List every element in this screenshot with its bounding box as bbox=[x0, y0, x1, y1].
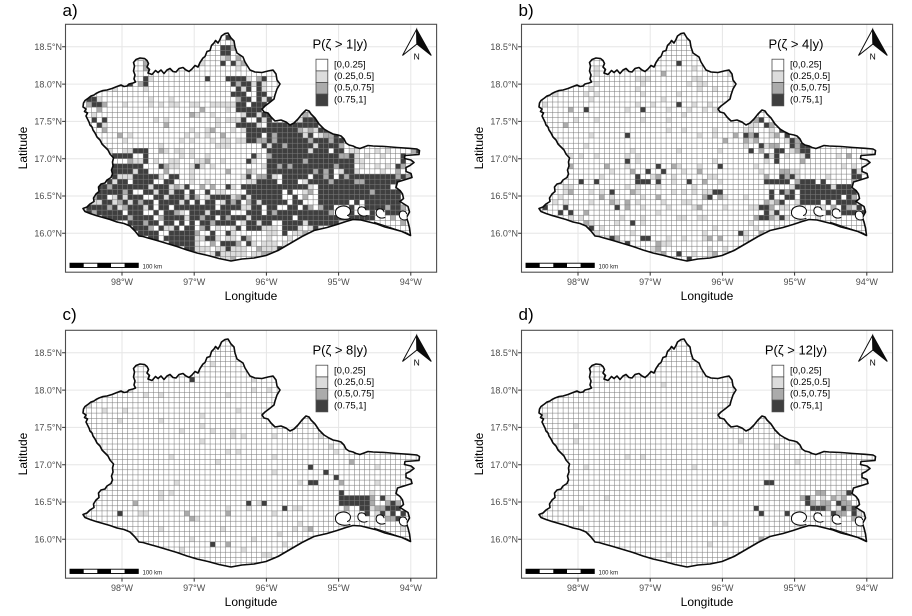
svg-text:97°W: 97°W bbox=[183, 583, 206, 593]
svg-text:16.5°N: 16.5°N bbox=[490, 497, 518, 507]
svg-text:N: N bbox=[870, 52, 876, 62]
svg-text:100 km: 100 km bbox=[143, 264, 163, 270]
svg-text:16.5°N: 16.5°N bbox=[490, 191, 518, 201]
svg-text:(0.25,0.5]: (0.25,0.5] bbox=[334, 377, 374, 388]
svg-text:98°W: 98°W bbox=[567, 583, 590, 593]
svg-text:N: N bbox=[414, 358, 420, 368]
svg-text:[0,0.25]: [0,0.25] bbox=[334, 59, 366, 70]
svg-text:P(ζ > 4|y): P(ζ > 4|y) bbox=[769, 36, 824, 51]
svg-text:(0.75,1]: (0.75,1] bbox=[790, 94, 822, 105]
svg-text:17.0°N: 17.0°N bbox=[34, 154, 62, 164]
svg-text:98°W: 98°W bbox=[567, 277, 590, 287]
svg-text:(0.25,0.5]: (0.25,0.5] bbox=[790, 71, 830, 82]
svg-text:17.5°N: 17.5°N bbox=[34, 423, 62, 433]
svg-text:P(ζ > 8|y): P(ζ > 8|y) bbox=[313, 342, 368, 357]
svg-text:(0.5,0.75]: (0.5,0.75] bbox=[334, 389, 374, 400]
svg-text:100 km: 100 km bbox=[599, 570, 619, 576]
svg-text:18.5°N: 18.5°N bbox=[34, 348, 62, 358]
svg-text:N: N bbox=[414, 52, 420, 62]
svg-text:95°W: 95°W bbox=[328, 583, 351, 593]
svg-text:97°W: 97°W bbox=[183, 277, 206, 287]
svg-text:Latitude: Latitude bbox=[16, 126, 30, 169]
svg-text:94°W: 94°W bbox=[856, 277, 879, 287]
svg-text:18.5°N: 18.5°N bbox=[34, 42, 62, 52]
svg-text:Longitude: Longitude bbox=[681, 289, 734, 303]
svg-text:Latitude: Latitude bbox=[472, 126, 486, 169]
svg-text:16.0°N: 16.0°N bbox=[34, 535, 62, 545]
svg-text:b): b) bbox=[519, 1, 534, 20]
svg-text:17.0°N: 17.0°N bbox=[34, 460, 62, 470]
svg-text:[0,0.25]: [0,0.25] bbox=[790, 59, 822, 70]
svg-text:94°W: 94°W bbox=[400, 583, 423, 593]
svg-text:a): a) bbox=[63, 1, 78, 20]
svg-text:P(ζ > 12|y): P(ζ > 12|y) bbox=[765, 342, 827, 357]
svg-text:18.0°N: 18.0°N bbox=[34, 385, 62, 395]
svg-text:17.5°N: 17.5°N bbox=[34, 117, 62, 127]
svg-text:(0.25,0.5]: (0.25,0.5] bbox=[334, 71, 374, 82]
svg-text:18.5°N: 18.5°N bbox=[490, 348, 518, 358]
svg-text:100 km: 100 km bbox=[143, 570, 163, 576]
svg-text:17.5°N: 17.5°N bbox=[490, 117, 518, 127]
svg-text:95°W: 95°W bbox=[784, 583, 807, 593]
svg-text:16.0°N: 16.0°N bbox=[490, 229, 518, 239]
svg-text:(0.75,1]: (0.75,1] bbox=[334, 94, 366, 105]
svg-text:Longitude: Longitude bbox=[225, 595, 278, 609]
svg-text:96°W: 96°W bbox=[711, 583, 734, 593]
svg-text:18.0°N: 18.0°N bbox=[490, 385, 518, 395]
svg-text:97°W: 97°W bbox=[639, 583, 662, 593]
svg-text:16.0°N: 16.0°N bbox=[490, 535, 518, 545]
svg-text:16.5°N: 16.5°N bbox=[34, 191, 62, 201]
svg-text:94°W: 94°W bbox=[400, 277, 423, 287]
svg-text:c): c) bbox=[63, 305, 77, 324]
svg-text:(0.5,0.75]: (0.5,0.75] bbox=[790, 389, 830, 400]
svg-text:(0.75,1]: (0.75,1] bbox=[334, 400, 366, 411]
svg-text:(0.5,0.75]: (0.5,0.75] bbox=[334, 83, 374, 94]
svg-text:Latitude: Latitude bbox=[16, 432, 30, 475]
svg-text:95°W: 95°W bbox=[328, 277, 351, 287]
svg-text:96°W: 96°W bbox=[711, 277, 734, 287]
svg-text:[0,0.25]: [0,0.25] bbox=[334, 365, 366, 376]
svg-text:98°W: 98°W bbox=[111, 583, 134, 593]
svg-text:Longitude: Longitude bbox=[681, 595, 734, 609]
svg-text:96°W: 96°W bbox=[255, 277, 278, 287]
svg-text:100 km: 100 km bbox=[599, 264, 619, 270]
svg-text:16.0°N: 16.0°N bbox=[34, 229, 62, 239]
svg-text:94°W: 94°W bbox=[856, 583, 879, 593]
svg-text:98°W: 98°W bbox=[111, 277, 134, 287]
svg-text:[0,0.25]: [0,0.25] bbox=[790, 365, 822, 376]
svg-text:17.5°N: 17.5°N bbox=[490, 423, 518, 433]
svg-text:(0.25,0.5]: (0.25,0.5] bbox=[790, 377, 830, 388]
svg-text:18.0°N: 18.0°N bbox=[490, 79, 518, 89]
svg-text:17.0°N: 17.0°N bbox=[490, 460, 518, 470]
svg-text:(0.5,0.75]: (0.5,0.75] bbox=[790, 83, 830, 94]
svg-text:d): d) bbox=[519, 305, 534, 324]
svg-text:Longitude: Longitude bbox=[225, 289, 278, 303]
svg-text:17.0°N: 17.0°N bbox=[490, 154, 518, 164]
svg-text:P(ζ > 1|y): P(ζ > 1|y) bbox=[313, 36, 368, 51]
svg-text:Latitude: Latitude bbox=[472, 432, 486, 475]
svg-text:96°W: 96°W bbox=[255, 583, 278, 593]
svg-text:95°W: 95°W bbox=[784, 277, 807, 287]
svg-text:97°W: 97°W bbox=[639, 277, 662, 287]
svg-text:18.0°N: 18.0°N bbox=[34, 79, 62, 89]
svg-text:18.5°N: 18.5°N bbox=[490, 42, 518, 52]
svg-text:16.5°N: 16.5°N bbox=[34, 497, 62, 507]
svg-text:(0.75,1]: (0.75,1] bbox=[790, 400, 822, 411]
svg-text:N: N bbox=[870, 358, 876, 368]
